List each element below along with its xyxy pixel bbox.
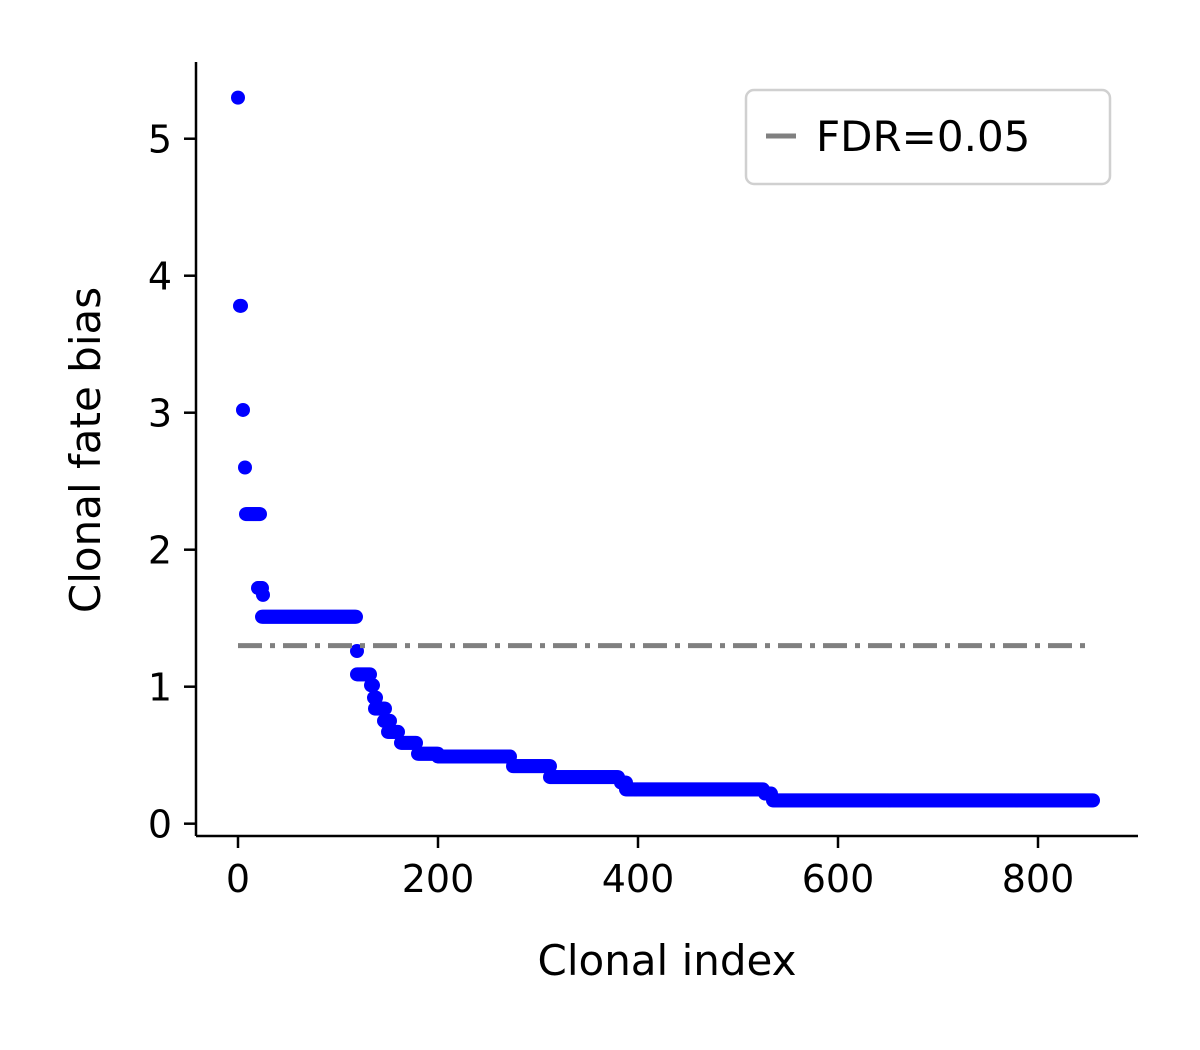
y-tick-label-0: 0: [148, 803, 172, 847]
data-point-0: [231, 90, 245, 105]
data-point-120: [349, 609, 363, 624]
x-axis-title: Clonal index: [538, 936, 797, 985]
data-point-2: [234, 298, 248, 313]
data-point-19: [253, 507, 267, 522]
y-ticks: 0 1 2 3 4 5: [148, 118, 196, 847]
data-point-159: [383, 713, 397, 728]
x-tick-label-200: 200: [402, 857, 475, 901]
y-tick-label-5: 5: [148, 118, 172, 162]
data-point-4: [238, 460, 252, 475]
x-tick-label-400: 400: [602, 857, 675, 901]
data-point-186: [409, 735, 423, 750]
legend: FDR=0.05: [744, 88, 1112, 186]
data-point-859: [1086, 793, 1100, 808]
data-point-138: [366, 678, 380, 693]
data-point-25: [256, 587, 270, 602]
data-point-318: [543, 759, 557, 774]
data-points: [231, 90, 1100, 808]
data-point-3: [236, 402, 250, 417]
data-point-170: [391, 724, 405, 739]
x-tick-label-800: 800: [1002, 857, 1075, 901]
data-point-152: [378, 701, 392, 716]
x-ticks: 0 200 400 600 800: [226, 836, 1074, 901]
legend-box: [744, 88, 1112, 186]
x-tick-label-600: 600: [802, 857, 875, 901]
y-tick-label-3: 3: [148, 392, 172, 436]
data-point-141: [369, 690, 383, 705]
y-tick-label-4: 4: [148, 255, 172, 299]
y-tick-label-1: 1: [148, 666, 172, 710]
y-axis-title: Clonal fate bias: [61, 287, 110, 613]
legend-entry-fdr: FDR=0.05: [816, 112, 1030, 161]
data-point-135: [363, 667, 377, 682]
x-tick-label-0: 0: [226, 857, 250, 901]
y-tick-label-2: 2: [148, 529, 172, 573]
